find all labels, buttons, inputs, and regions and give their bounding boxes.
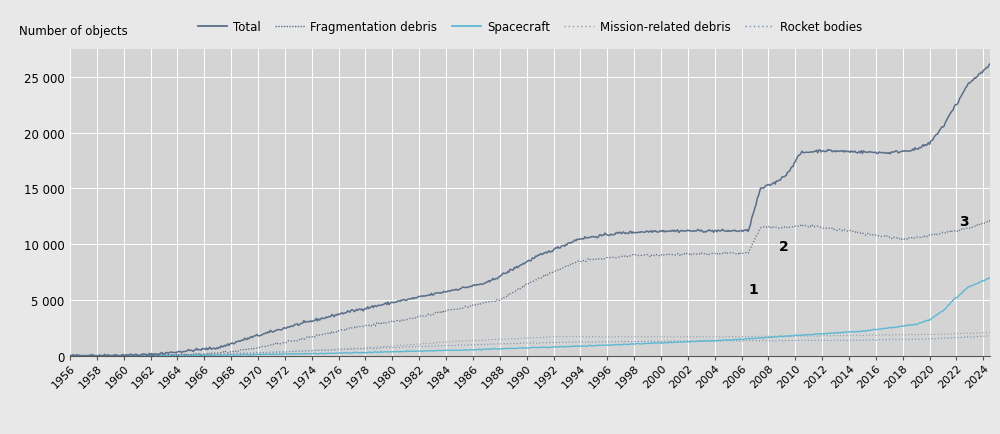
Mission-related debris (292, 349, 304, 354)
Mission-related debris (64, 353, 76, 358)
Rocket bodies (721, 339, 733, 344)
Fragmentation debris (64, 353, 76, 358)
Spacecraft (330, 351, 342, 356)
Mission-related debris (986, 330, 998, 335)
Rocket bodies (988, 333, 1000, 339)
Text: 1: 1 (748, 283, 758, 296)
Fragmentation debris (893, 237, 905, 242)
Mission-related debris (720, 335, 732, 340)
Total (988, 59, 1000, 64)
Mission-related debris (990, 330, 1000, 335)
Mission-related debris (156, 353, 168, 358)
Total (293, 322, 305, 328)
Mission-related debris (893, 332, 905, 338)
Spacecraft (721, 338, 733, 343)
Spacecraft (988, 273, 1000, 279)
Line: Fragmentation debris: Fragmentation debris (70, 220, 996, 356)
Legend: Total, Fragmentation debris, Spacecraft, Mission-related debris, Rocket bodies: Total, Fragmentation debris, Spacecraft,… (198, 21, 862, 34)
Spacecraft (233, 352, 245, 358)
Rocket bodies (64, 353, 76, 358)
Text: Number of objects: Number of objects (19, 25, 128, 38)
Spacecraft (894, 324, 906, 329)
Fragmentation debris (292, 338, 304, 343)
Rocket bodies (990, 333, 1000, 339)
Rocket bodies (894, 337, 906, 342)
Line: Total: Total (70, 61, 996, 356)
Line: Rocket bodies: Rocket bodies (70, 336, 996, 356)
Fragmentation debris (990, 218, 1000, 223)
Fragmentation debris (988, 218, 1000, 223)
Mission-related debris (329, 347, 341, 352)
Rocket bodies (65, 353, 77, 358)
Spacecraft (66, 353, 78, 358)
Spacecraft (157, 353, 169, 358)
Total (894, 150, 906, 155)
Total (233, 339, 245, 344)
Total (65, 353, 77, 358)
Total (721, 229, 733, 234)
Fragmentation debris (329, 330, 341, 335)
Total (990, 59, 1000, 64)
Line: Spacecraft: Spacecraft (70, 276, 996, 356)
Total (330, 313, 342, 318)
Fragmentation debris (156, 353, 168, 358)
Mission-related debris (232, 351, 244, 356)
Line: Mission-related debris: Mission-related debris (70, 332, 996, 356)
Rocket bodies (233, 351, 245, 356)
Rocket bodies (157, 353, 169, 358)
Rocket bodies (293, 349, 305, 354)
Total (157, 351, 169, 356)
Spacecraft (990, 273, 1000, 279)
Fragmentation debris (720, 252, 732, 257)
Total (64, 353, 76, 358)
Rocket bodies (330, 347, 342, 352)
Spacecraft (293, 351, 305, 356)
Fragmentation debris (232, 349, 244, 354)
Text: 3: 3 (959, 215, 969, 229)
Spacecraft (64, 353, 76, 358)
Text: 2: 2 (779, 239, 789, 253)
